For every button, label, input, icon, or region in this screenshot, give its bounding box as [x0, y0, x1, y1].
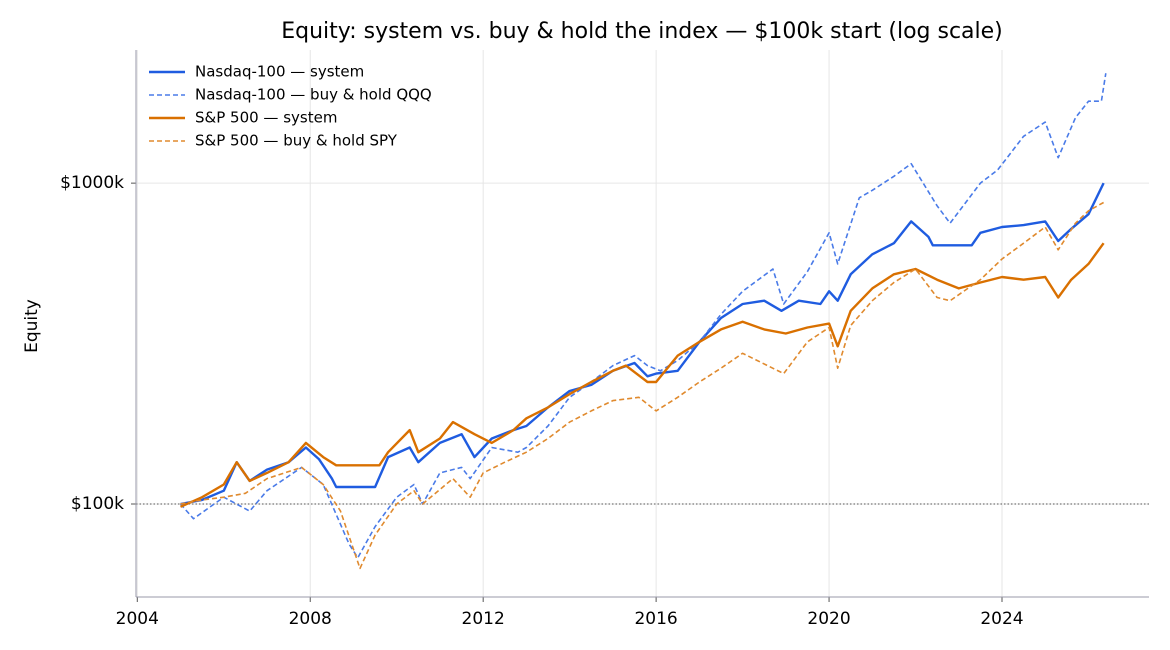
legend-label: S&P 500 — buy & hold SPY [195, 132, 398, 150]
y-tick-label: $100k [71, 494, 124, 514]
x-tick-label: 2012 [462, 609, 505, 629]
legend-label: Nasdaq-100 — system [195, 63, 364, 81]
series-line [180, 182, 1105, 506]
x-tick-label: 2004 [116, 609, 159, 629]
x-tick-label: 2008 [289, 609, 332, 629]
x-tick-label: 2024 [980, 609, 1023, 629]
series-line [180, 242, 1105, 508]
y-axis-label: Equity [22, 299, 42, 353]
x-tick-label: 2016 [634, 609, 677, 629]
y-tick-label: $1000k [60, 173, 124, 193]
series-line [179, 73, 1107, 559]
series-line [180, 201, 1104, 570]
legend-label: Nasdaq-100 — buy & hold QQQ [195, 86, 432, 104]
chart-title: Equity: system vs. buy & hold the index … [281, 19, 1003, 44]
x-tick-label: 2020 [807, 609, 850, 629]
legend-label: S&P 500 — system [195, 109, 337, 127]
